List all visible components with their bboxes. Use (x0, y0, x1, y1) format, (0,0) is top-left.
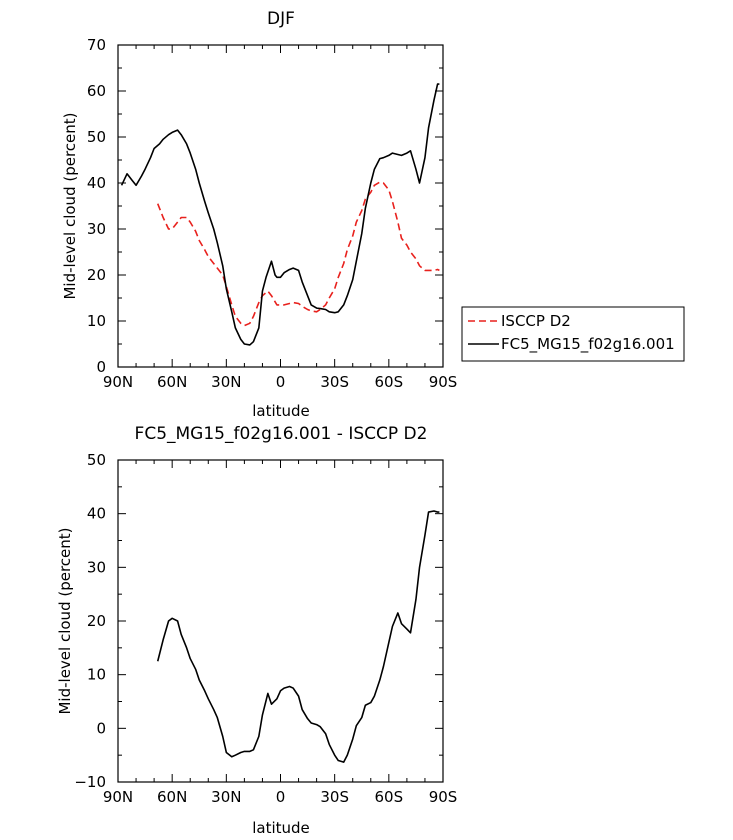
y-axis-label: Mid-level cloud (percent) (56, 527, 74, 714)
tick-layer: 90N 60N 30N 0 30S 60S 90S 0 10 20 30 40 50 60 70 (87, 36, 457, 391)
plot-frame (117, 44, 444, 368)
y-tick-label: −10 (74, 773, 106, 791)
y-tick-label: 60 (87, 82, 106, 100)
y-tick-label: 0 (96, 358, 106, 376)
x-tick-label: 90N (103, 788, 133, 806)
series-line-0 (156, 510, 440, 763)
y-tick-label: 10 (87, 312, 106, 330)
chart-panel-djf: DJF 90N 60N 30N 0 30S 60S 90S 0 10 20 30 40 50 60 70 M… (61, 9, 685, 420)
chart-panel-difference: FC5_MG15_f02g16.001 - ISCCP D2 90N 60N 30N… (56, 424, 457, 837)
y-tick-label: 30 (87, 558, 106, 576)
x-tick-label: 60S (375, 373, 404, 391)
x-tick-label: 90N (103, 373, 133, 391)
y-tick-label: 70 (87, 36, 106, 54)
legend-label-isccp: ISCCP D2 (501, 312, 571, 330)
x-tick-label: 0 (276, 788, 286, 806)
chart-title: FC5_MG15_f02g16.001 - ISCCP D2 (135, 424, 428, 444)
x-tick-label: 30S (320, 373, 349, 391)
x-axis-label: latitude (252, 819, 310, 837)
chart-title: DJF (267, 9, 295, 29)
x-tick-label: 60S (375, 788, 404, 806)
tick-layer: 90N 60N 30N 0 30S 60S 90S −10 0 10 20 30 40 50 (74, 451, 457, 806)
series-layer (156, 510, 440, 763)
y-tick-label: 30 (87, 220, 106, 238)
legend-box (461, 306, 685, 362)
x-tick-label: 90S (429, 373, 458, 391)
plot-frame (117, 459, 444, 783)
series-line-0 (156, 181, 440, 327)
y-tick-label: 40 (87, 174, 106, 192)
y-axis-label: Mid-level cloud (percent) (61, 112, 79, 299)
legend-label-fc5: FC5_MG15_f02g16.001 (501, 335, 675, 354)
x-tick-label: 30S (320, 788, 349, 806)
y-tick-label: 10 (87, 666, 106, 684)
x-tick-label: 30N (211, 373, 241, 391)
legend: ISCCP D2 FC5_MG15_f02g16.001 (461, 306, 685, 362)
series-layer (120, 83, 440, 346)
y-tick-label: 20 (87, 612, 106, 630)
series-line-1 (120, 83, 440, 346)
x-tick-label: 0 (276, 373, 286, 391)
y-tick-label: 50 (87, 128, 106, 146)
x-tick-label: 60N (157, 373, 187, 391)
y-tick-label: 50 (87, 451, 106, 469)
y-tick-label: 40 (87, 505, 106, 523)
y-tick-label: 20 (87, 266, 106, 284)
x-axis-label: latitude (252, 402, 310, 420)
x-tick-label: 90S (429, 788, 458, 806)
y-tick-label: 0 (96, 719, 106, 737)
x-tick-label: 30N (211, 788, 241, 806)
x-tick-label: 60N (157, 788, 187, 806)
